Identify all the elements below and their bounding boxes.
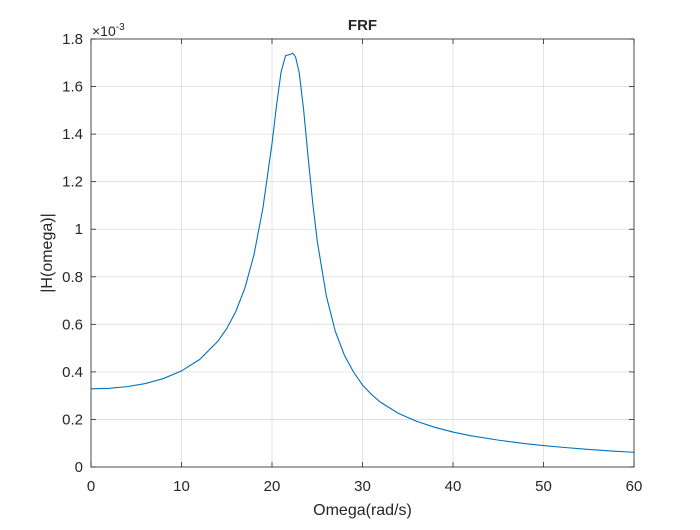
x-tick-label: 40 [445,478,462,495]
exponent-multiplier: ×10-3 [92,22,125,39]
y-tick-label: 1.4 [62,126,83,143]
y-tick-label: 1 [75,221,83,238]
y-tick-label: 0.2 [62,411,83,428]
y-tick-label: 1.8 [62,31,83,48]
x-tick-label: 0 [87,478,95,495]
exponent-power: -3 [116,22,125,33]
y-tick-label: 1.2 [62,174,83,191]
exponent-base: ×10 [92,23,116,39]
y-axis-label: |H(omega)| [39,213,56,292]
ticks [90,38,635,468]
y-tick-label: 0.6 [62,316,83,333]
x-tick-label: 30 [354,478,371,495]
y-tick-label: 0.4 [62,364,83,381]
x-tick-label: 60 [626,478,643,495]
x-axis-label: Omega(rad/s) [313,502,412,519]
x-tick-label: 50 [535,478,552,495]
y-tick-label: 0.8 [62,269,83,286]
y-tick-label: 0 [75,459,83,476]
y-tick-label: 1.6 [62,79,83,96]
x-tick-labels: 0 10 20 30 40 50 60 [87,478,643,495]
y-tick-labels: 0 0.2 0.4 0.6 0.8 1 1.2 1.4 1.6 1.8 [62,31,83,476]
x-tick-label: 10 [173,478,190,495]
chart-title: FRF [348,17,377,34]
series-line [90,52,635,453]
x-tick-label: 20 [264,478,281,495]
